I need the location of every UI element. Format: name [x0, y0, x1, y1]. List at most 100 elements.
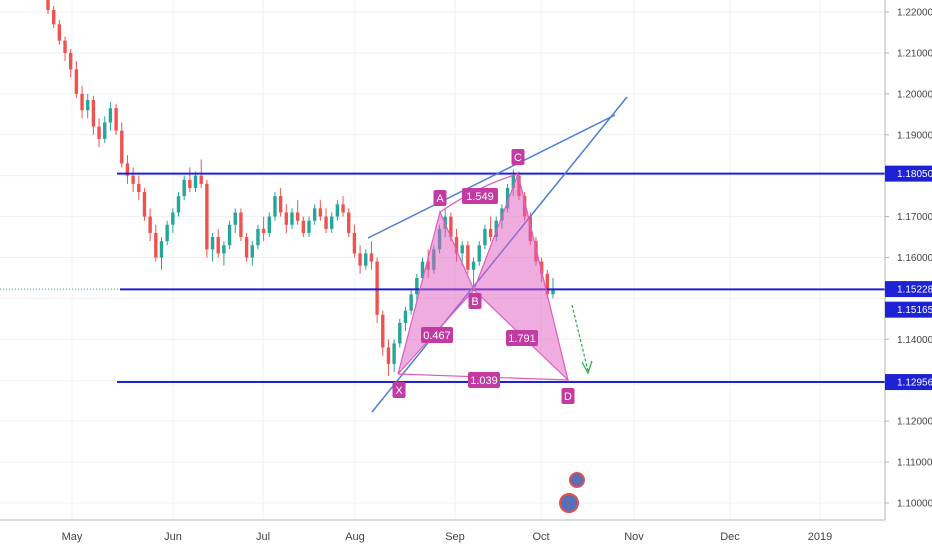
candle-body	[68, 52, 73, 70]
annotations: X A B C D 1.549 0.467 1.791 1.039	[392, 149, 585, 513]
ratio-label-box	[462, 188, 498, 204]
x-axis: May Jun Jul Aug Sep Oct Nov Dec 2019	[0, 519, 885, 543]
candle-body	[97, 126, 101, 139]
candle-body	[142, 192, 147, 217]
ratio-label-text: 1.039	[470, 375, 498, 387]
candle-body	[86, 99, 90, 111]
candle-body	[284, 212, 289, 225]
candle-body	[176, 196, 181, 213]
candle-body	[386, 347, 391, 364]
point-label-c: C	[511, 149, 525, 165]
candle-body	[539, 261, 544, 274]
price-label-box	[885, 374, 932, 391]
candle-body	[488, 228, 493, 238]
ratio-label-text: 0.467	[423, 330, 451, 342]
candle-body	[91, 99, 96, 127]
y-tick-label: 1.17000	[897, 212, 932, 223]
candle-body	[545, 273, 550, 295]
candle-body	[330, 216, 334, 229]
candle-body	[471, 261, 476, 270]
point-label-b-box	[468, 293, 482, 309]
x-tick-label: 2019	[808, 531, 832, 543]
candle-body	[165, 224, 169, 242]
ratio-label-box	[506, 330, 538, 346]
y-tick-label: 1.16000	[897, 253, 932, 264]
point-label-c-box	[511, 149, 525, 165]
price-label-text: 1.18050	[897, 169, 932, 180]
candle-body	[267, 216, 271, 233]
candle-body	[125, 163, 130, 176]
projection-arrow-shaft	[571, 304, 589, 372]
price-label-text: 1.15165	[897, 305, 932, 316]
candle-body	[210, 237, 215, 250]
y-axis: 1.22000 1.21000 1.20000 1.19000 1.17000 1.160…	[884, 0, 932, 520]
candle-body	[500, 208, 504, 221]
candle-body	[392, 343, 396, 364]
x-tick-label: Aug	[345, 531, 365, 543]
candle-body	[301, 220, 306, 233]
candle-body	[51, 9, 56, 25]
price-label-box	[885, 301, 932, 318]
ratio-label: 1.039	[468, 372, 500, 388]
candle-body	[46, 0, 50, 10]
x-tick-label: Sep	[445, 531, 465, 543]
y-tick-label: 1.20000	[897, 89, 932, 100]
projection-arrow-head	[581, 360, 593, 375]
candle-body	[120, 130, 124, 164]
watermark-icon	[559, 493, 579, 513]
candle-body	[449, 216, 453, 238]
candle-body	[415, 277, 419, 295]
price-label-box	[885, 281, 932, 298]
candle-body	[131, 175, 135, 184]
candle-body	[454, 237, 459, 254]
candle-body	[199, 175, 203, 184]
candle-body	[137, 183, 141, 193]
candle-body	[483, 228, 487, 246]
candle-body	[239, 212, 243, 238]
candle-body	[227, 224, 232, 246]
candle-body	[188, 179, 192, 188]
candle-body	[369, 253, 374, 262]
candle-body	[278, 196, 283, 213]
candle-body	[108, 108, 113, 123]
candle-body	[358, 253, 362, 266]
point-label-a-box	[433, 190, 447, 206]
candle-body	[477, 245, 481, 262]
ratio-label: 1.549	[462, 188, 498, 204]
watermark-icon	[569, 472, 585, 488]
y-tick-label: 1.22000	[897, 8, 932, 19]
ratio-label: 0.467	[421, 327, 453, 343]
candle-body	[216, 237, 220, 254]
candle-body	[324, 216, 328, 229]
candle-body	[205, 183, 209, 250]
candle-body	[290, 212, 294, 225]
x-tick-label: May	[62, 531, 83, 543]
ratio-label-box	[421, 327, 453, 343]
y-tick-label: 1.10000	[897, 499, 932, 510]
point-label-c-text: C	[514, 152, 522, 164]
candle-body	[159, 241, 164, 258]
x-tick-label: Jul	[256, 531, 270, 543]
candle-body	[398, 322, 402, 344]
y-tick-label: 1.21000	[897, 48, 932, 59]
x-tick-label: Oct	[532, 531, 549, 543]
candle-body	[364, 253, 368, 266]
candle-body	[57, 24, 62, 41]
x-tick-label: Dec	[720, 531, 740, 543]
candle-body	[312, 208, 317, 221]
point-label-d-box	[561, 388, 575, 404]
candle-body	[233, 212, 237, 225]
candle-body	[171, 212, 175, 225]
candle-body	[551, 289, 555, 295]
candle-body	[250, 245, 254, 258]
candle-body	[148, 216, 152, 233]
candle-body	[74, 69, 79, 94]
point-label-a-text: A	[436, 193, 444, 205]
candle-body	[307, 220, 311, 233]
candle-body	[80, 93, 84, 111]
candle-body	[154, 232, 158, 258]
point-label-x-text: X	[395, 385, 403, 397]
candle-body	[375, 261, 379, 315]
point-label-b: B	[468, 293, 482, 309]
